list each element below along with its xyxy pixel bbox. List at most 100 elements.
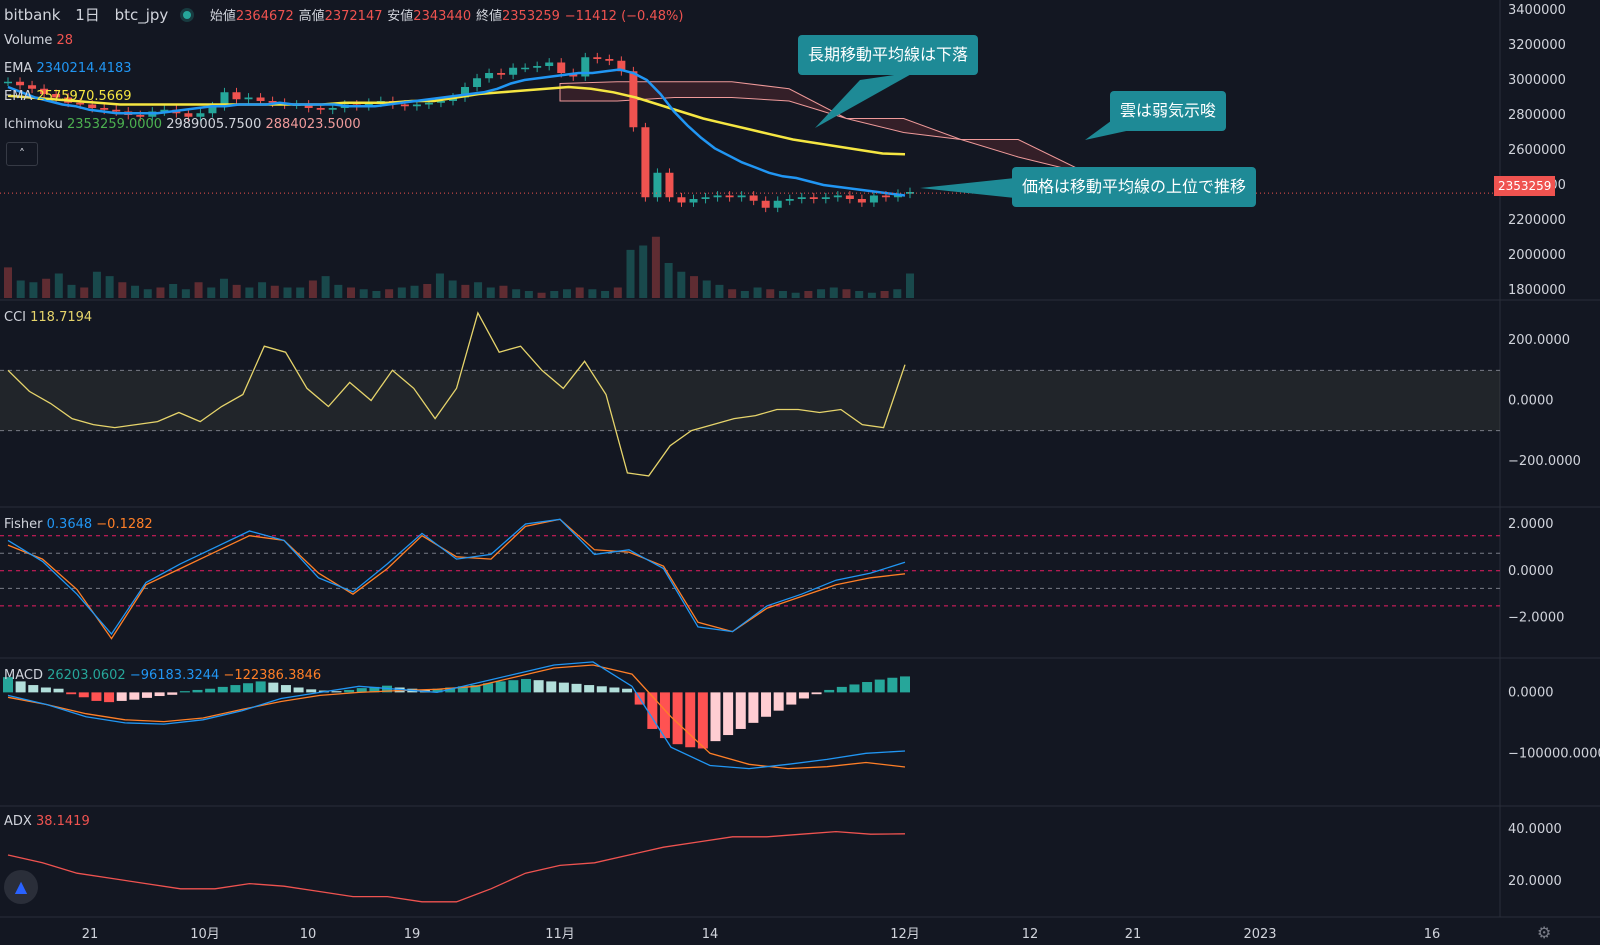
- volume-bar: [435, 273, 444, 298]
- x-tick-label: 2023: [1243, 927, 1276, 942]
- macd-histogram-bar: [483, 683, 494, 693]
- macd-histogram-bar: [571, 683, 582, 693]
- volume-bar: [143, 289, 152, 298]
- chevron-up-icon[interactable]: ˄: [6, 142, 38, 166]
- volume-bar: [181, 289, 190, 298]
- volume-bar: [880, 291, 889, 298]
- gear-icon[interactable]: ⚙: [1537, 923, 1552, 942]
- x-tick-label: 21: [82, 927, 99, 942]
- volume-bar: [156, 287, 165, 298]
- volume-bar: [677, 271, 686, 298]
- candle-body: [268, 101, 277, 103]
- macd-histogram-bar: [748, 692, 759, 723]
- macd-histogram-bar: [622, 688, 633, 693]
- volume-bar: [499, 285, 508, 298]
- volume-bar: [550, 291, 559, 298]
- ema-long-legend[interactable]: EMA 2575970.5669: [4, 89, 132, 104]
- y-tick-label: 200.0000: [1508, 333, 1570, 348]
- macd-histogram-bar: [723, 692, 734, 736]
- x-tick-label: 10月: [190, 927, 220, 942]
- candle-body: [737, 195, 746, 198]
- macd-histogram-bar: [558, 682, 569, 693]
- candle-body: [593, 57, 602, 59]
- candle-body: [617, 60, 626, 72]
- macd-histogram-bar: [887, 677, 898, 693]
- macd-histogram-bar: [685, 692, 696, 748]
- exchange-name[interactable]: bitbank: [4, 6, 61, 24]
- macd-histogram-bar: [470, 685, 481, 693]
- volume-bar: [385, 289, 394, 298]
- tradingview-logo-icon[interactable]: ▲: [4, 870, 38, 904]
- macd-histogram-bar: [697, 692, 708, 749]
- macd-histogram-bar: [356, 688, 367, 693]
- macd-legend[interactable]: MACD 26203.0602 −96183.3244 −122386.3846: [4, 668, 322, 683]
- candle-body: [906, 192, 914, 194]
- cci-legend[interactable]: CCI 118.7194: [4, 310, 93, 325]
- macd-histogram-bar: [192, 689, 203, 693]
- y-tick-label: 2200000: [1508, 213, 1566, 228]
- macd-histogram-bar: [900, 676, 910, 693]
- volume-bar: [118, 282, 127, 298]
- symbol-name[interactable]: btc_jpy: [114, 6, 169, 24]
- x-tick-label: 14: [702, 927, 719, 942]
- ema-short-legend[interactable]: EMA 2340214.4183: [4, 61, 132, 76]
- volume-bar: [639, 245, 648, 298]
- candle-body: [461, 87, 470, 98]
- open-label: 始値: [209, 9, 236, 24]
- volume-bar: [690, 276, 699, 298]
- macd-histogram-bar: [533, 680, 544, 693]
- volume-bar: [80, 287, 89, 298]
- volume-bar: [601, 291, 610, 298]
- volume-legend[interactable]: Volume 28: [4, 33, 74, 48]
- candle-body: [100, 108, 109, 110]
- candle-body: [749, 195, 758, 201]
- volume-bar: [347, 287, 356, 298]
- candle-body: [773, 200, 782, 208]
- y-tick-label: −200.0000: [1508, 454, 1581, 469]
- volume-bar: [791, 292, 800, 298]
- macd-histogram-bar: [735, 692, 746, 729]
- volume-bar: [562, 289, 571, 298]
- volume-bar: [423, 284, 432, 298]
- interval[interactable]: 1日: [75, 6, 100, 24]
- macd-histogram-bar: [205, 688, 216, 693]
- fisher-legend[interactable]: Fisher 0.3648 −0.1282: [4, 517, 153, 532]
- macd-histogram-bar: [331, 691, 342, 693]
- volume-bar: [232, 284, 241, 298]
- high-label: 高値: [298, 9, 325, 24]
- y-tick-label: 3400000: [1508, 3, 1566, 18]
- x-tick-label: 21: [1125, 927, 1142, 942]
- callout-cloud-weak: 雲は弱気示唆: [1110, 91, 1227, 131]
- candle-body: [641, 127, 650, 198]
- macd-histogram-bar: [66, 692, 77, 695]
- candle-body: [677, 197, 686, 203]
- macd-histogram-bar: [520, 678, 531, 693]
- candle-body: [785, 199, 794, 201]
- volume-bar: [766, 289, 775, 298]
- volume-bar: [54, 273, 63, 298]
- low-value: 2343440: [413, 9, 472, 24]
- ichimoku-legend[interactable]: Ichimoku 2353259.0000 2989005.7500 28840…: [4, 117, 361, 132]
- candle-body: [809, 197, 818, 199]
- candle-body: [220, 92, 229, 107]
- y-tick-label: 2800000: [1508, 108, 1566, 123]
- cci-line: [7, 311, 906, 477]
- open-value: 2364672: [235, 9, 294, 24]
- volume-bar: [461, 284, 470, 298]
- candle-body: [328, 108, 337, 110]
- adx-legend[interactable]: ADX 38.1419: [4, 814, 90, 829]
- volume-bar: [855, 291, 864, 298]
- x-tick-label: 16: [1424, 927, 1441, 942]
- candle-body: [244, 97, 253, 100]
- candle-body: [16, 81, 25, 86]
- macd-histogram-bar: [710, 692, 721, 742]
- volume-bar: [778, 291, 787, 298]
- macd-histogram-bar: [28, 685, 39, 693]
- macd-histogram-bar: [78, 692, 89, 698]
- macd-histogram-bar: [849, 684, 860, 693]
- volume-bar: [867, 292, 876, 298]
- low-label: 安値: [387, 9, 414, 24]
- candle-body: [581, 57, 590, 77]
- volume-bar: [270, 285, 279, 298]
